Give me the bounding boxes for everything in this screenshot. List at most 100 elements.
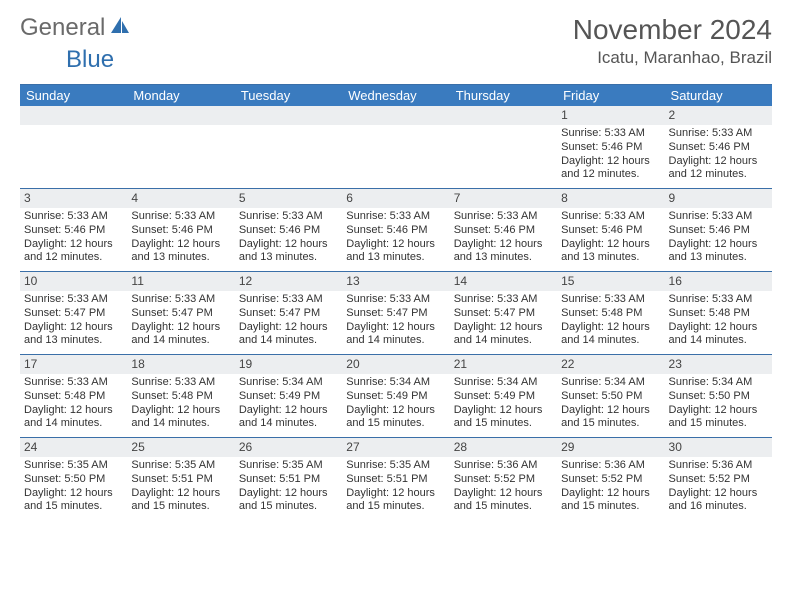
day-number-empty — [235, 106, 342, 125]
calendar-cell: 24 Sunrise: 5:35 AMSunset: 5:50 PMDayligh… — [20, 438, 127, 520]
day-number: 6 — [342, 189, 449, 208]
day-info: Sunrise: 5:33 AMSunset: 5:46 PMDaylight:… — [561, 127, 660, 182]
calendar-cell: 23 Sunrise: 5:34 AMSunset: 5:50 PMDayligh… — [665, 355, 772, 437]
calendar-cell: 26Sunrise: 5:35 AMSunset: 5:51 PMDayligh… — [235, 438, 342, 520]
day-number: 18 — [127, 355, 234, 374]
calendar-row: 3Sunrise: 5:33 AMSunset: 5:46 PMDaylight… — [20, 189, 772, 271]
day-info: Sunrise: 5:33 AMSunset: 5:46 PMDaylight:… — [669, 210, 768, 265]
calendar-table: SundayMondayTuesdayWednesdayThursdayFrid… — [20, 85, 772, 520]
calendar-cell: 21 Sunrise: 5:34 AMSunset: 5:49 PMDayligh… — [450, 355, 557, 437]
day-number: 8 — [557, 189, 664, 208]
calendar-cell: 9 Sunrise: 5:33 AMSunset: 5:46 PMDaylight… — [665, 189, 772, 271]
day-info: Sunrise: 5:33 AMSunset: 5:47 PMDaylight:… — [346, 293, 445, 348]
day-info: Sunrise: 5:36 AMSunset: 5:52 PMDaylight:… — [669, 459, 768, 514]
day-number-empty — [127, 106, 234, 125]
calendar-cell — [235, 106, 342, 188]
day-number: 17 — [20, 355, 127, 374]
day-info: Sunrise: 5:33 AMSunset: 5:48 PMDaylight:… — [669, 293, 768, 348]
weekday-header: Monday — [127, 85, 234, 106]
day-number: 12 — [235, 272, 342, 291]
calendar-cell: 13Sunrise: 5:33 AMSunset: 5:47 PMDayligh… — [342, 272, 449, 354]
day-info: Sunrise: 5:35 AMSunset: 5:51 PMDaylight:… — [346, 459, 445, 514]
day-number-empty — [450, 106, 557, 125]
day-info: Sunrise: 5:34 AMSunset: 5:50 PMDaylight:… — [561, 376, 660, 431]
calendar-cell: 5 Sunrise: 5:33 AMSunset: 5:46 PMDaylight… — [235, 189, 342, 271]
day-info: Sunrise: 5:33 AMSunset: 5:46 PMDaylight:… — [669, 127, 768, 182]
day-number: 9 — [665, 189, 772, 208]
calendar-cell: 19 Sunrise: 5:34 AMSunset: 5:49 PMDayligh… — [235, 355, 342, 437]
day-number: 25 — [127, 438, 234, 457]
calendar-row: 24 Sunrise: 5:35 AMSunset: 5:50 PMDayligh… — [20, 438, 772, 520]
calendar-cell: 12 Sunrise: 5:33 AMSunset: 5:47 PMDayligh… — [235, 272, 342, 354]
day-info: Sunrise: 5:33 AMSunset: 5:47 PMDaylight:… — [239, 293, 338, 348]
weekday-row: SundayMondayTuesdayWednesdayThursdayFrid… — [20, 85, 772, 106]
calendar-head: SundayMondayTuesdayWednesdayThursdayFrid… — [20, 85, 772, 106]
day-number-empty — [342, 106, 449, 125]
day-number: 22 — [557, 355, 664, 374]
day-info: Sunrise: 5:33 AMSunset: 5:47 PMDaylight:… — [454, 293, 553, 348]
day-info: Sunrise: 5:33 AMSunset: 5:47 PMDaylight:… — [24, 293, 123, 348]
day-number: 23 — [665, 355, 772, 374]
day-number: 21 — [450, 355, 557, 374]
day-number: 29 — [557, 438, 664, 457]
day-number: 5 — [235, 189, 342, 208]
calendar-wrap: SundayMondayTuesdayWednesdayThursdayFrid… — [20, 84, 772, 520]
brand-logo: General — [20, 14, 133, 42]
day-number: 19 — [235, 355, 342, 374]
weekday-header: Thursday — [450, 85, 557, 106]
day-info: Sunrise: 5:35 AMSunset: 5:51 PMDaylight:… — [131, 459, 230, 514]
calendar-cell: 17 Sunrise: 5:33 AMSunset: 5:48 PMDayligh… — [20, 355, 127, 437]
calendar-row: 10Sunrise: 5:33 AMSunset: 5:47 PMDayligh… — [20, 272, 772, 354]
calendar-cell: 10 Sunrise: 5:33 AMSunset: 5:47 PMDayligh… — [20, 272, 127, 354]
calendar-cell: 14 Sunrise: 5:33 AMSunset: 5:47 PMDayligh… — [450, 272, 557, 354]
calendar-cell: 29 Sunrise: 5:36 AMSunset: 5:52 PMDayligh… — [557, 438, 664, 520]
day-number: 10 — [20, 272, 127, 291]
day-number: 3 — [20, 189, 127, 208]
day-info: Sunrise: 5:33 AMSunset: 5:46 PMDaylight:… — [131, 210, 230, 265]
day-info: Sunrise: 5:33 AMSunset: 5:46 PMDaylight:… — [346, 210, 445, 265]
brand-name-a: General — [20, 14, 105, 42]
calendar-body: 1 Sunrise: 5:33 AMSunset: 5:46 PMDaylight… — [20, 106, 772, 520]
day-info: Sunrise: 5:33 AMSunset: 5:47 PMDaylight:… — [131, 293, 230, 348]
day-number: 7 — [450, 189, 557, 208]
calendar-cell — [342, 106, 449, 188]
day-info: Sunrise: 5:34 AMSunset: 5:49 PMDaylight:… — [346, 376, 445, 431]
day-number: 24 — [20, 438, 127, 457]
calendar-cell: 18 Sunrise: 5:33 AMSunset: 5:48 PMDayligh… — [127, 355, 234, 437]
day-number: 4 — [127, 189, 234, 208]
day-info: Sunrise: 5:35 AMSunset: 5:50 PMDaylight:… — [24, 459, 123, 514]
weekday-header: Saturday — [665, 85, 772, 106]
calendar-cell — [20, 106, 127, 188]
brand-name-b-wrap: Blue — [66, 46, 792, 74]
day-number: 11 — [127, 272, 234, 291]
day-number: 1 — [557, 106, 664, 125]
day-info: Sunrise: 5:36 AMSunset: 5:52 PMDaylight:… — [561, 459, 660, 514]
day-number: 26 — [235, 438, 342, 457]
day-number: 14 — [450, 272, 557, 291]
calendar-row: 17Sunrise: 5:33 AMSunset: 5:48 PMDayligh… — [20, 355, 772, 437]
brand-name-b: Blue — [66, 46, 114, 73]
calendar-cell — [450, 106, 557, 188]
calendar-cell: 11 Sunrise: 5:33 AMSunset: 5:47 PMDayligh… — [127, 272, 234, 354]
day-info: Sunrise: 5:33 AMSunset: 5:46 PMDaylight:… — [239, 210, 338, 265]
day-number: 16 — [665, 272, 772, 291]
calendar-cell: 1 Sunrise: 5:33 AMSunset: 5:46 PMDaylight… — [557, 106, 664, 188]
calendar-cell: 22 Sunrise: 5:34 AMSunset: 5:50 PMDayligh… — [557, 355, 664, 437]
calendar-cell: 25 Sunrise: 5:35 AMSunset: 5:51 PMDayligh… — [127, 438, 234, 520]
day-info: Sunrise: 5:33 AMSunset: 5:48 PMDaylight:… — [24, 376, 123, 431]
day-number: 28 — [450, 438, 557, 457]
day-info: Sunrise: 5:33 AMSunset: 5:48 PMDaylight:… — [131, 376, 230, 431]
day-info: Sunrise: 5:33 AMSunset: 5:48 PMDaylight:… — [561, 293, 660, 348]
day-info: Sunrise: 5:34 AMSunset: 5:49 PMDaylight:… — [239, 376, 338, 431]
calendar-cell: 27Sunrise: 5:35 AMSunset: 5:51 PMDayligh… — [342, 438, 449, 520]
calendar-cell: 8Sunrise: 5:33 AMSunset: 5:46 PMDaylight… — [557, 189, 664, 271]
day-info: Sunrise: 5:33 AMSunset: 5:46 PMDaylight:… — [454, 210, 553, 265]
day-info: Sunrise: 5:34 AMSunset: 5:49 PMDaylight:… — [454, 376, 553, 431]
calendar-cell: 16 Sunrise: 5:33 AMSunset: 5:48 PMDayligh… — [665, 272, 772, 354]
weekday-header: Wednesday — [342, 85, 449, 106]
day-number: 20 — [342, 355, 449, 374]
day-number: 15 — [557, 272, 664, 291]
day-number: 2 — [665, 106, 772, 125]
sail-icon — [109, 14, 131, 42]
day-info: Sunrise: 5:34 AMSunset: 5:50 PMDaylight:… — [669, 376, 768, 431]
